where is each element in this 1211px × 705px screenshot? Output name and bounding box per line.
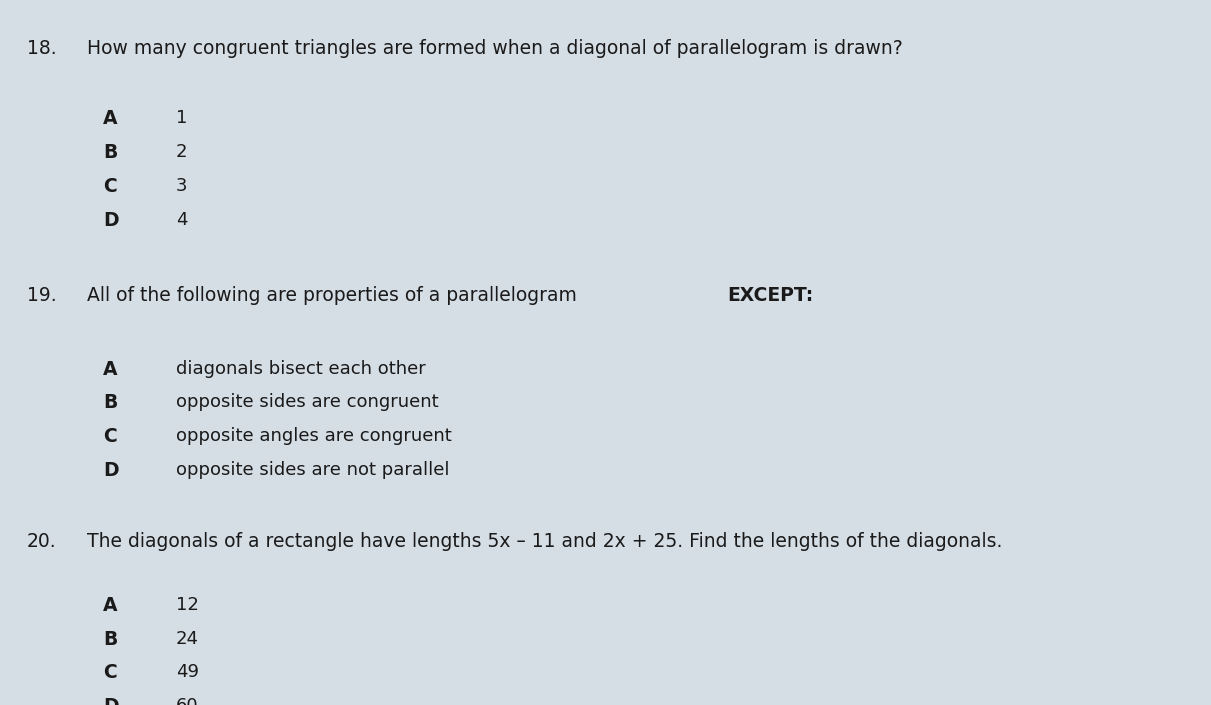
- Text: opposite sides are congruent: opposite sides are congruent: [176, 393, 438, 412]
- Text: How many congruent triangles are formed when a diagonal of parallelogram is draw: How many congruent triangles are formed …: [87, 39, 903, 58]
- Text: C: C: [103, 663, 116, 682]
- Text: 3: 3: [176, 177, 186, 195]
- Text: opposite angles are congruent: opposite angles are congruent: [176, 427, 452, 446]
- Text: 2: 2: [176, 143, 186, 161]
- Text: 49: 49: [176, 663, 199, 682]
- Text: 24: 24: [176, 630, 199, 648]
- Text: The diagonals of a rectangle have lengths 5x – 11 and 2x + 25. Find the lengths : The diagonals of a rectangle have length…: [87, 532, 1003, 551]
- Text: All of the following are properties of a parallelogram: All of the following are properties of a…: [87, 286, 582, 305]
- Text: A: A: [103, 360, 117, 379]
- Text: A: A: [103, 596, 117, 615]
- Text: B: B: [103, 630, 117, 649]
- Text: EXCEPT:: EXCEPT:: [727, 286, 814, 305]
- Text: B: B: [103, 143, 117, 162]
- Text: D: D: [103, 697, 119, 705]
- Text: D: D: [103, 461, 119, 480]
- Text: opposite sides are not parallel: opposite sides are not parallel: [176, 461, 449, 479]
- Text: C: C: [103, 177, 116, 196]
- Text: A: A: [103, 109, 117, 128]
- Text: 60: 60: [176, 697, 199, 705]
- Text: 1: 1: [176, 109, 186, 128]
- Text: 19.: 19.: [27, 286, 56, 305]
- Text: C: C: [103, 427, 116, 446]
- Text: diagonals bisect each other: diagonals bisect each other: [176, 360, 425, 378]
- Text: D: D: [103, 211, 119, 230]
- Text: 12: 12: [176, 596, 199, 614]
- Text: 18.: 18.: [27, 39, 56, 58]
- Text: 20.: 20.: [27, 532, 56, 551]
- Text: B: B: [103, 393, 117, 412]
- Text: 4: 4: [176, 211, 186, 229]
